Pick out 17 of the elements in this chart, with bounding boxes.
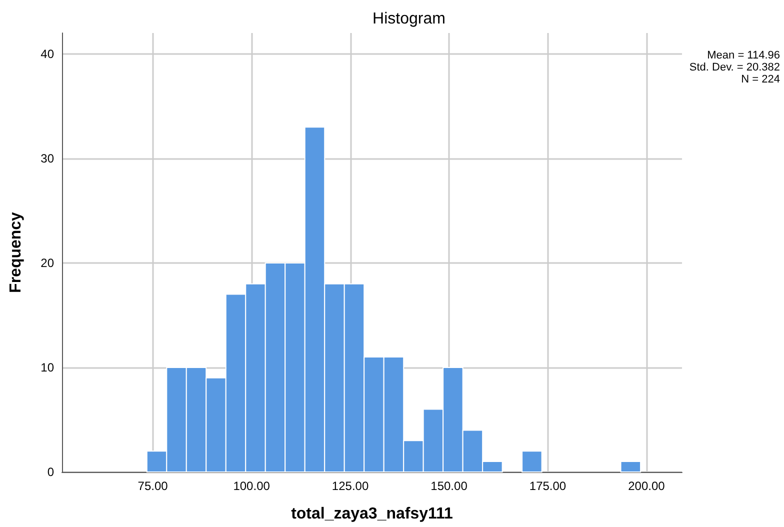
x-tick-label: 175.00	[529, 479, 566, 493]
x-tick-label: 100.00	[233, 479, 270, 493]
x-axis-title: total_zaya3_nafsy111	[291, 506, 454, 522]
text: N = 224	[741, 74, 780, 86]
x-tick-label: 125.00	[332, 479, 369, 493]
text: Mean = 114.96	[707, 50, 780, 62]
text: Std. Dev. = 20.382	[689, 62, 780, 74]
y-tick-label: 0	[47, 465, 54, 479]
x-tick-label: 75.00	[138, 479, 168, 493]
y-tick-label: 40	[40, 46, 54, 61]
y-tick-label: 20	[40, 256, 54, 270]
y-tick-label: 30	[40, 151, 54, 166]
y-tick-label: 10	[40, 360, 54, 374]
chart-title: Histogram	[372, 10, 446, 28]
y-axis-title: Frequency	[8, 212, 24, 293]
x-tick-label: 200.00	[628, 479, 666, 493]
x-tick-label: 150.00	[430, 479, 468, 493]
